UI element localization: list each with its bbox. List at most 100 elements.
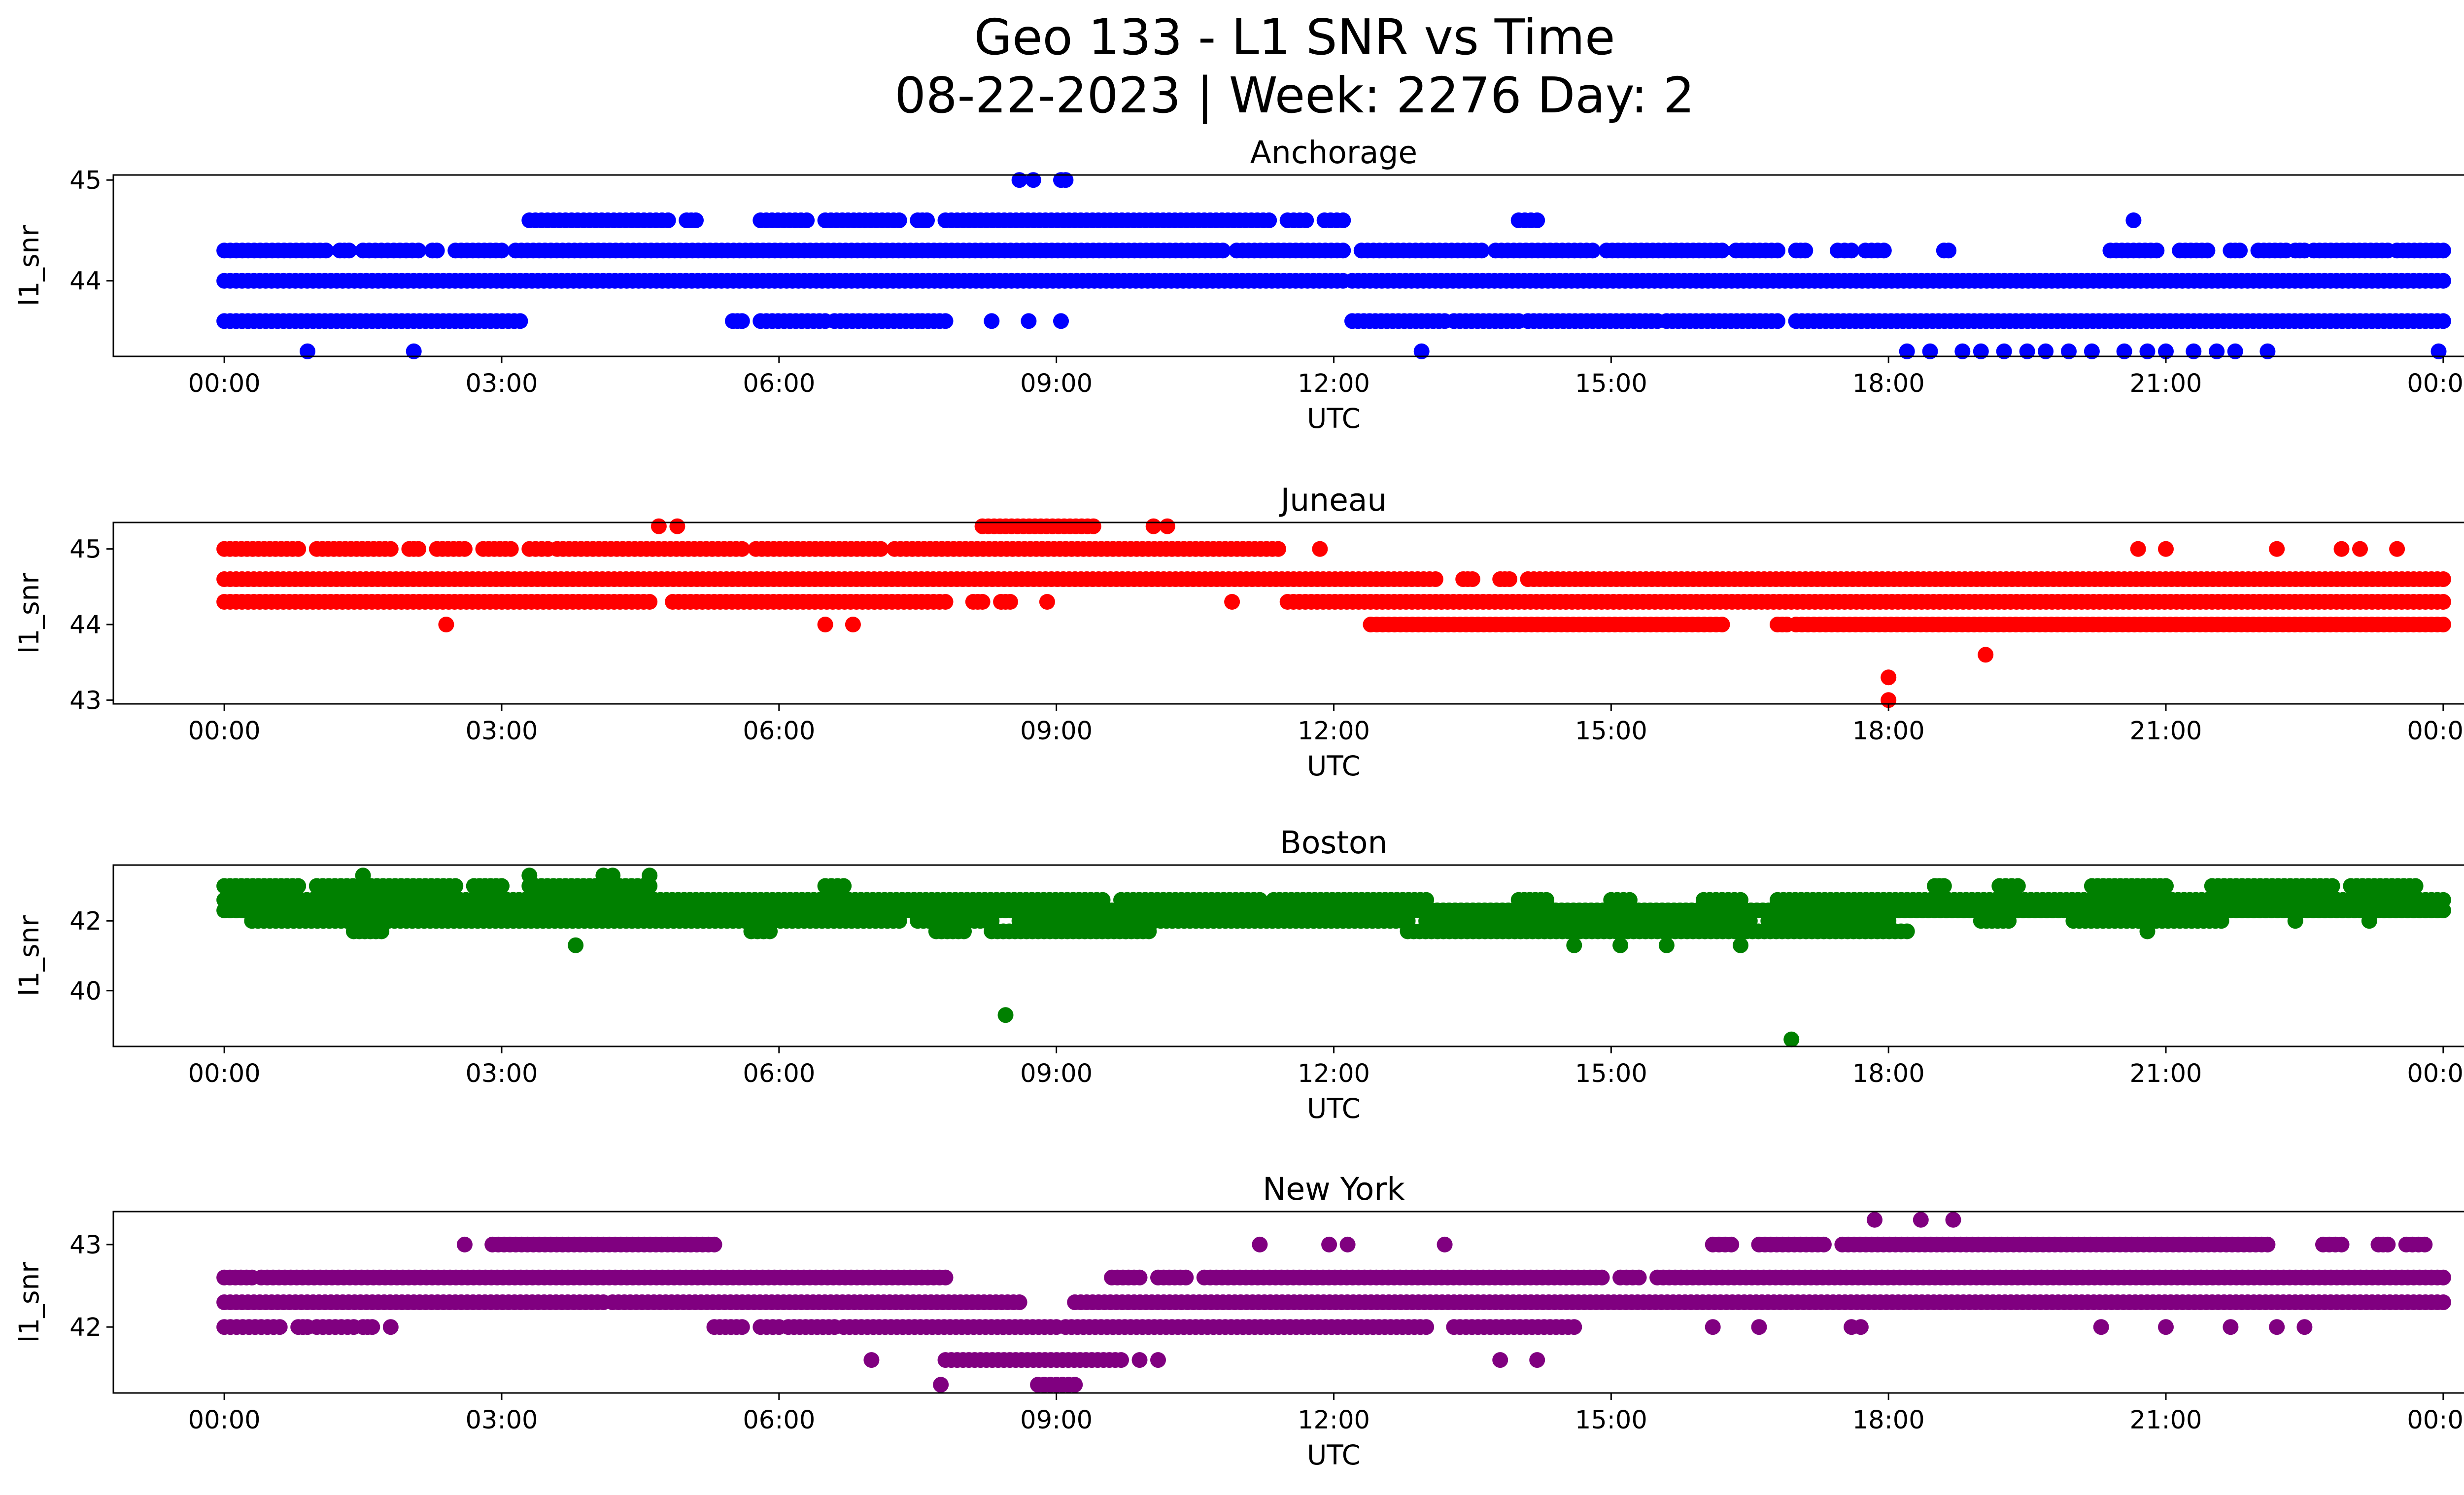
data-point (650, 518, 667, 534)
data-point (734, 313, 750, 329)
x-tick-label: 18:00 (1852, 717, 1925, 746)
y-tick-label: 40 (69, 977, 102, 1006)
data-point (1973, 343, 1989, 359)
y-tick-label: 43 (69, 1231, 102, 1260)
data-point (1751, 1319, 1767, 1335)
data-point (355, 868, 371, 884)
data-point (2149, 243, 2165, 259)
data-point (2435, 617, 2451, 632)
x-tick-label: 00:00 (188, 717, 261, 746)
data-point (1418, 1319, 1435, 1335)
data-point (2269, 541, 2285, 557)
data-point (364, 1319, 380, 1335)
data-point (1797, 243, 1814, 259)
x-tick-label: 06:00 (743, 1059, 815, 1088)
data-point (1053, 313, 1069, 329)
data-point (494, 243, 510, 259)
data-point (318, 243, 334, 259)
data-point (1002, 594, 1018, 610)
data-point (817, 617, 833, 632)
data-points (216, 172, 2451, 359)
data-point (1224, 594, 1240, 610)
x-axis-label: UTC (1307, 750, 1361, 782)
data-point (2417, 1236, 2433, 1252)
data-point (1131, 1352, 1148, 1368)
data-point (438, 617, 454, 632)
data-point (2407, 878, 2424, 894)
x-tick-label: 00:00 (188, 1059, 261, 1088)
data-point (1067, 1377, 1083, 1393)
data-point (1945, 1212, 1961, 1228)
data-point (997, 1007, 1014, 1023)
x-axis-label: UTC (1307, 1439, 1361, 1471)
data-point (836, 878, 852, 894)
data-point (2296, 1319, 2313, 1335)
data-point (1705, 1319, 1721, 1335)
data-point (1298, 212, 1314, 228)
data-point (2213, 913, 2229, 929)
data-point (706, 1236, 722, 1252)
data-point (660, 212, 676, 228)
data-point (1529, 1352, 1545, 1368)
data-point (447, 878, 464, 894)
data-point (863, 1352, 880, 1368)
data-points (216, 868, 2451, 1047)
data-point (2139, 923, 2156, 939)
data-point (1844, 243, 1860, 259)
figure-title-line-2: 08-22-2023 | Week: 2276 Day: 2 (894, 67, 1694, 124)
data-point (974, 594, 991, 610)
data-point (1039, 594, 1055, 610)
data-point (2227, 343, 2243, 359)
data-point (300, 343, 315, 359)
x-tick-label: 09:00 (1020, 369, 1093, 398)
data-point (984, 313, 1000, 329)
data-point (734, 541, 750, 557)
x-tick-label: 21:00 (2130, 717, 2202, 746)
data-point (2435, 1269, 2451, 1286)
y-tick-label: 45 (69, 166, 102, 195)
x-tick-label: 21:00 (2130, 1059, 2202, 1088)
data-point (1464, 571, 1480, 587)
y-tick-label: 42 (69, 1313, 102, 1342)
data-point (2435, 273, 2451, 289)
data-point (2209, 343, 2225, 359)
y-tick-label: 44 (69, 267, 102, 296)
data-point (1427, 571, 1443, 587)
subplot-title: New York (1263, 1171, 1405, 1207)
x-tick-label: 00:00 (2407, 369, 2464, 398)
data-point (1770, 243, 1785, 259)
data-point (1141, 923, 1157, 939)
data-point (937, 313, 954, 329)
data-point (406, 343, 422, 359)
data-point (919, 212, 935, 228)
data-point (2389, 541, 2405, 557)
data-point (2380, 1236, 2396, 1252)
x-tick-label: 06:00 (743, 1406, 815, 1435)
data-point (1881, 669, 1897, 686)
x-tick-label: 21:00 (2130, 369, 2202, 398)
data-point (891, 212, 907, 228)
data-point (2158, 1319, 2174, 1335)
data-point (1594, 1269, 1610, 1286)
data-point (937, 1269, 954, 1286)
x-tick-label: 03:00 (465, 369, 538, 398)
data-point (2158, 878, 2174, 894)
y-axis-label: l1_snr (13, 225, 45, 306)
x-tick-label: 12:00 (1298, 369, 1370, 398)
data-point (2010, 878, 2026, 894)
subplot-title: Boston (1280, 825, 1388, 861)
data-point (1270, 541, 1286, 557)
data-points (216, 518, 2451, 708)
data-point (374, 923, 390, 939)
data-point (411, 243, 427, 259)
y-axis-label: l1_snr (13, 915, 45, 996)
data-point (2435, 313, 2451, 329)
data-point (1113, 1352, 1129, 1368)
x-tick-label: 06:00 (743, 717, 815, 746)
data-point (494, 878, 510, 894)
data-point (1145, 518, 1162, 534)
data-point (1733, 937, 1748, 953)
data-point (2038, 343, 2054, 359)
data-point (2287, 913, 2303, 929)
